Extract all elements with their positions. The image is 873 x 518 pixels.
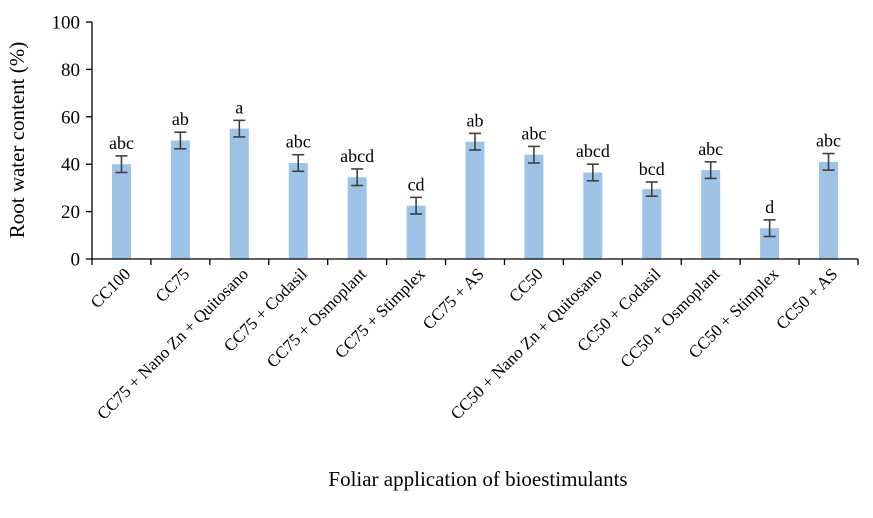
bar xyxy=(229,128,249,259)
y-tick-label: 0 xyxy=(71,250,81,271)
y-tick-label: 40 xyxy=(61,155,80,176)
y-tick-label: 100 xyxy=(52,13,81,34)
bar xyxy=(642,189,662,259)
significance-label: abc xyxy=(109,133,134,153)
significance-label: abc xyxy=(286,132,311,152)
y-axis: 0 20 40 60 80 100 xyxy=(52,13,93,271)
x-tick-label: CC75 xyxy=(152,264,193,305)
bar xyxy=(465,141,485,259)
x-axis-title: Foliar application of bioestimulants xyxy=(328,467,627,491)
x-tick-label: CC50 + AS xyxy=(772,264,841,333)
bar xyxy=(111,164,131,259)
y-tick-label: 60 xyxy=(61,107,80,128)
significance-label: ab xyxy=(172,109,189,129)
bar xyxy=(170,140,190,259)
x-tick-label: CC50 + Osmoplant xyxy=(616,264,723,371)
x-tick-label: CC75 + Osmoplant xyxy=(263,264,370,371)
y-tick-label: 80 xyxy=(61,60,80,81)
significance-label: a xyxy=(235,97,243,117)
significance-label: abc xyxy=(816,131,841,151)
bar xyxy=(406,205,426,259)
significance-label: bcd xyxy=(639,159,665,179)
bar xyxy=(524,154,544,259)
significance-label: d xyxy=(765,197,774,217)
bar xyxy=(583,172,603,259)
significance-label: abcd xyxy=(576,141,610,161)
significance-label: cd xyxy=(408,174,425,194)
bar xyxy=(288,163,308,259)
y-axis-title: Root water content (%) xyxy=(5,42,29,239)
bar xyxy=(819,161,839,259)
x-tick-label: CC75 + AS xyxy=(419,264,488,333)
significance-label: abc xyxy=(521,123,546,143)
x-tick-label: CC100 xyxy=(87,264,135,312)
bar xyxy=(701,170,721,259)
significance-label: ab xyxy=(467,110,484,130)
significance-label: abcd xyxy=(340,146,374,166)
y-tick-label: 20 xyxy=(61,202,80,223)
bar xyxy=(347,177,367,259)
x-tick-label: CC50 xyxy=(505,264,546,305)
significance-label: abc xyxy=(698,139,723,159)
